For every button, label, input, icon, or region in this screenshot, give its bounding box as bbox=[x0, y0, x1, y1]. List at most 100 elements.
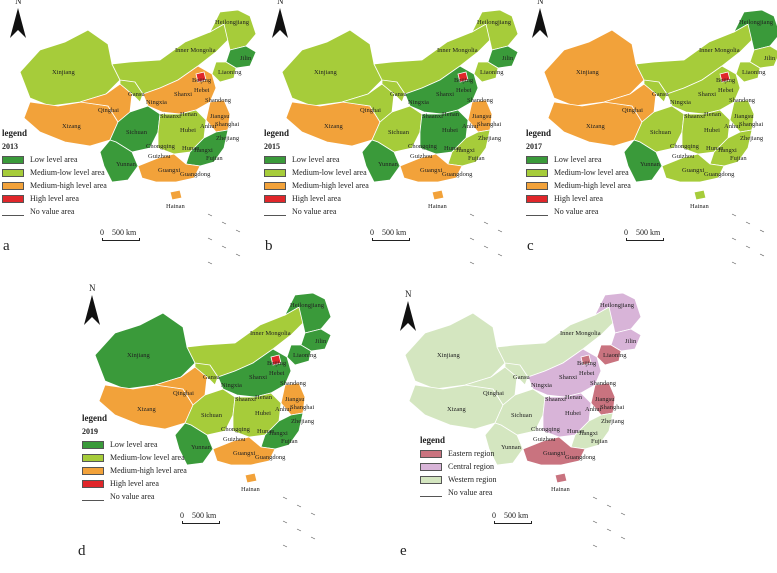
label-shanghai: Shanghai bbox=[739, 121, 763, 128]
region-guangdong bbox=[137, 153, 201, 183]
region-beijing bbox=[719, 71, 731, 83]
legend-swatch bbox=[82, 492, 104, 501]
label-hainan: Hainan bbox=[241, 486, 261, 493]
map-panel-e: Heilongjiang Jilin Liaoning Inner Mongolia X… bbox=[390, 285, 690, 573]
label-gansu: Gansu bbox=[128, 91, 145, 98]
label-guangdong: Guangdong bbox=[180, 171, 211, 178]
legend-item: No value area bbox=[2, 207, 74, 216]
label-guizhou: Guizhou bbox=[223, 436, 246, 443]
label-yunnan: Yunnan bbox=[378, 161, 399, 168]
label-hebei: Hebei bbox=[579, 370, 595, 377]
label-jiangsu: Jiangsu bbox=[595, 396, 615, 403]
label-anhui: Anhui bbox=[724, 123, 740, 130]
label-beijing: Beijing bbox=[192, 77, 212, 84]
label-hubei: Hubei bbox=[442, 127, 458, 134]
legend-year: 2015 bbox=[264, 142, 280, 151]
legend-label: Medium-low level area bbox=[110, 453, 185, 462]
label-ningxia: Ningxia bbox=[531, 382, 552, 389]
label-sichuan: Sichuan bbox=[650, 129, 672, 136]
region-heilongjiang bbox=[594, 292, 642, 334]
label-shaanxi: Shaanxi bbox=[684, 113, 705, 120]
label-guizhou: Guizhou bbox=[148, 153, 171, 160]
label-jiangxi: Jiangxi bbox=[194, 147, 213, 154]
boundary-dash bbox=[745, 245, 751, 249]
label-guangxi: Guangxi bbox=[543, 450, 566, 457]
legend-item: Medium-low level area bbox=[526, 168, 629, 177]
label-chongqing: Chongqing bbox=[670, 143, 700, 150]
legend-year: 2019 bbox=[82, 427, 98, 436]
label-zhejiang: Zhejiang bbox=[216, 135, 240, 142]
legend-label: No value area bbox=[110, 492, 155, 501]
legend-swatch bbox=[264, 155, 286, 164]
label-hunan: Hunan bbox=[257, 428, 275, 435]
label-inner-mongolia: Inner Mongolia bbox=[437, 47, 478, 54]
label-hunan: Hunan bbox=[706, 145, 724, 152]
legend-swatch bbox=[82, 479, 104, 488]
legend-swatch bbox=[2, 181, 24, 190]
label-heilongjiang: Heilongjiang bbox=[477, 19, 512, 26]
scale-bar: 0 500 km bbox=[370, 228, 410, 241]
label-liaoning: Liaoning bbox=[293, 352, 317, 359]
legend-item: High level area bbox=[2, 194, 79, 203]
label-inner-mongolia: Inner Mongolia bbox=[250, 330, 291, 337]
label-henan: Henan bbox=[180, 111, 198, 118]
legend-swatch bbox=[526, 155, 548, 164]
north-arrow: N bbox=[82, 283, 106, 331]
boundary-dash bbox=[592, 496, 598, 500]
panel-letter: b bbox=[265, 238, 273, 254]
legend-label: No value area bbox=[448, 488, 493, 497]
north-label: N bbox=[537, 0, 544, 6]
north-label: N bbox=[15, 0, 22, 6]
label-guangdong: Guangdong bbox=[255, 454, 286, 461]
region-yunnan bbox=[361, 139, 401, 183]
label-inner-mongolia: Inner Mongolia bbox=[560, 330, 601, 337]
label-fujian: Fujian bbox=[281, 438, 298, 445]
label-xizang: Xizang bbox=[324, 123, 344, 130]
legend-label: Low level area bbox=[110, 440, 158, 449]
region-yunnan bbox=[99, 139, 139, 183]
region-guangdong bbox=[399, 153, 463, 183]
label-jilin: Jilin bbox=[240, 55, 252, 62]
legend-label: High level area bbox=[110, 479, 159, 488]
legend-label: High level area bbox=[30, 194, 79, 203]
legend-item: Central region bbox=[420, 462, 494, 471]
boundary-dash bbox=[469, 261, 475, 265]
label-shaanxi: Shaanxi bbox=[160, 113, 181, 120]
label-chongqing: Chongqing bbox=[146, 143, 176, 150]
legend-swatch bbox=[82, 440, 104, 449]
label-heilongjiang: Heilongjiang bbox=[290, 302, 325, 309]
label-xizang: Xizang bbox=[62, 123, 82, 130]
boundary-dash bbox=[497, 253, 503, 257]
label-gansu: Gansu bbox=[513, 374, 530, 381]
label-sichuan: Sichuan bbox=[201, 412, 223, 419]
label-henan: Henan bbox=[704, 111, 722, 118]
legend-swatch bbox=[2, 194, 24, 203]
label-shandong: Shandong bbox=[280, 380, 307, 387]
label-ningxia: Ningxia bbox=[408, 99, 429, 106]
legend-item: No value area bbox=[420, 488, 492, 497]
label-shanghai: Shanghai bbox=[290, 404, 314, 411]
label-xinjiang: Xinjiang bbox=[127, 352, 150, 359]
label-guangdong: Guangdong bbox=[442, 171, 473, 178]
legend-swatch bbox=[526, 181, 548, 190]
boundary-dash bbox=[207, 237, 213, 241]
map-panel-a: Heilongjiang Jilin Liaoning Inner Mongolia X… bbox=[0, 0, 260, 285]
legend-item: No value area bbox=[82, 492, 154, 501]
label-guangxi: Guangxi bbox=[682, 167, 705, 174]
panel-letter: a bbox=[3, 238, 10, 254]
legend-label: Western region bbox=[448, 475, 497, 484]
scale-bar-label: 0 500 km bbox=[100, 228, 137, 237]
boundary-dash bbox=[296, 504, 302, 508]
north-arrow: N bbox=[398, 289, 422, 337]
legend-title: legend bbox=[526, 128, 552, 138]
label-qinghai: Qinghai bbox=[360, 107, 381, 114]
label-henan: Henan bbox=[565, 394, 583, 401]
legend-label: Medium-high level area bbox=[30, 181, 107, 190]
china-province-map: Heilongjiang Jilin Liaoning Inner Mongolia X… bbox=[404, 292, 642, 548]
label-shanxi: Shanxi bbox=[174, 91, 192, 98]
label-hubei: Hubei bbox=[704, 127, 720, 134]
label-qinghai: Qinghai bbox=[173, 390, 194, 397]
north-arrow: N bbox=[8, 0, 32, 44]
label-gansu: Gansu bbox=[652, 91, 669, 98]
label-xinjiang: Xinjiang bbox=[314, 69, 337, 76]
